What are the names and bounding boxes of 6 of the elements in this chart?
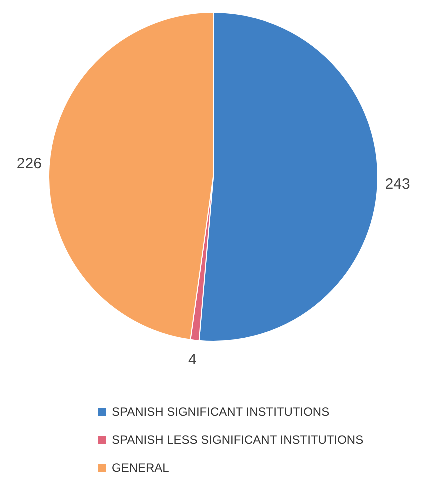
data-label: 226 xyxy=(16,155,42,172)
data-label: 243 xyxy=(385,176,410,194)
legend-label: SPANISH LESS SIGNIFICANT INSTITUTIONS xyxy=(112,433,364,447)
legend-label: GENERAL xyxy=(112,461,170,475)
data-label: 4 xyxy=(188,351,197,368)
legend-label: SPANISH SIGNIFICANT INSTITUTIONS xyxy=(112,405,330,419)
